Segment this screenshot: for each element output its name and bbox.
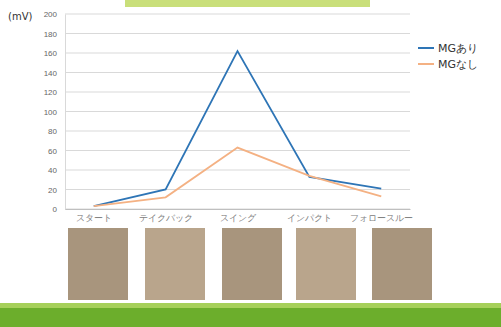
- y-tick-label: 180: [44, 30, 58, 39]
- y-tick: 200: [44, 10, 65, 19]
- grid-line: [65, 170, 410, 171]
- grid-line: [65, 150, 410, 151]
- legend-label: MGあり: [438, 42, 478, 55]
- legend-label: MGなし: [438, 58, 478, 71]
- grid-line: [65, 111, 410, 112]
- y-tick-label: 20: [48, 186, 57, 195]
- grid-line: [65, 33, 410, 34]
- y-axis-title: (mV): [8, 11, 32, 22]
- y-tick-label: 0: [53, 205, 58, 214]
- y-tick-label: 120: [44, 88, 58, 97]
- y-tick-label: 100: [44, 108, 58, 117]
- photo-placeholder: [145, 228, 205, 300]
- top-band: [125, 0, 370, 7]
- y-tick: 100: [44, 108, 65, 117]
- bottom-band: [0, 303, 501, 327]
- y-tick: 180: [44, 30, 65, 39]
- grid-line: [65, 92, 410, 93]
- x-tick-label: フォロースルー: [350, 213, 413, 223]
- chart-root: 0 20 40 60 80 100 120 140 160 180 200 (mV) スタート テイクバッ…: [0, 0, 501, 327]
- photo-placeholder: [372, 228, 432, 300]
- x-tick: インパクト: [287, 213, 332, 223]
- y-tick-label: 200: [44, 10, 58, 19]
- y-tick-label: 40: [48, 166, 57, 175]
- legend-swatch: [418, 47, 434, 49]
- y-tick: 120: [44, 88, 65, 97]
- x-tick: スイング: [220, 213, 257, 223]
- series-line: [94, 148, 382, 207]
- x-tick-label: スイング: [220, 213, 257, 223]
- y-tick: 40: [48, 166, 65, 175]
- y-tick: 80: [48, 127, 65, 136]
- y-tick-label: 60: [48, 147, 57, 156]
- y-tick: 160: [44, 49, 65, 58]
- x-tick: スタート: [76, 213, 112, 223]
- y-axis: 0 20 40 60 80 100 120 140 160 180 200: [44, 10, 66, 214]
- grid: [65, 14, 410, 209]
- x-tick-label: スタート: [76, 213, 112, 223]
- y-tick: 0: [53, 205, 65, 214]
- x-tick-label: インパクト: [287, 213, 332, 223]
- grid-line: [65, 209, 410, 210]
- grid-line: [65, 72, 410, 73]
- legend-swatch: [418, 63, 434, 65]
- x-axis: スタート テイクバック スイング インパクト フォロースルー: [66, 210, 414, 224]
- x-tick-label: テイクバック: [139, 213, 193, 223]
- x-tick: フォロースルー: [350, 213, 413, 223]
- plot-area: [94, 51, 382, 206]
- y-tick-label: 160: [44, 49, 58, 58]
- grid-line: [65, 131, 410, 132]
- y-axis-line: [65, 15, 66, 210]
- y-tick-label: 140: [44, 69, 58, 78]
- grid-line: [65, 14, 410, 15]
- bottom-band-light: [0, 303, 501, 308]
- photo-placeholder: [222, 228, 282, 300]
- photo-placeholder: [296, 228, 356, 300]
- x-tick: テイクバック: [139, 213, 193, 223]
- series-line: [94, 51, 382, 206]
- legend: MGあり MGなし: [418, 42, 478, 71]
- x-axis-line: [66, 209, 411, 210]
- photo-placeholder: [68, 228, 128, 300]
- y-tick-label: 80: [48, 127, 57, 136]
- y-tick: 60: [48, 147, 65, 156]
- y-tick: 140: [44, 69, 65, 78]
- y-tick: 20: [48, 186, 65, 195]
